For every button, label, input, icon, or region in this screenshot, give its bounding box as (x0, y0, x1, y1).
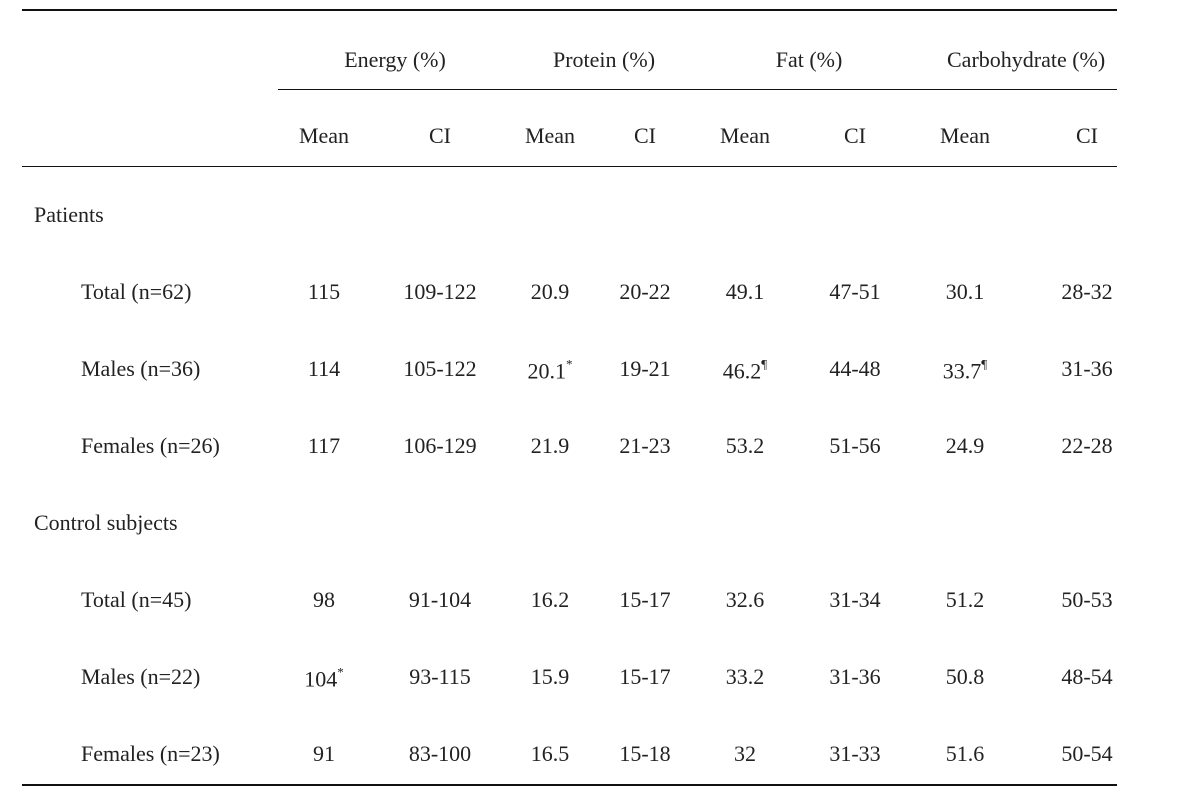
row-label: Females (n=26) (81, 433, 220, 458)
cell: 20.1* (528, 353, 573, 384)
cell: 93-115 (409, 664, 471, 689)
footnote-mark: * (337, 664, 344, 680)
cell: 98 (313, 587, 335, 612)
cell: 114 (307, 356, 341, 381)
cell: 33.2 (725, 664, 765, 689)
cell: 32 (734, 741, 756, 766)
cell: 31-36 (1061, 356, 1113, 381)
column-header: Mean (524, 123, 576, 148)
column-header: Mean (298, 123, 350, 148)
cell-value: 46.2 (722, 358, 762, 384)
group-header: Fat (%) (775, 47, 843, 72)
section-label: Control subjects (34, 510, 178, 535)
cell: 20.9 (530, 279, 570, 304)
cell: 50-53 (1061, 587, 1113, 612)
cell: 51-56 (829, 433, 881, 458)
cell: 22-28 (1061, 433, 1113, 458)
cell: 31-34 (829, 587, 881, 612)
cell: 15-17 (619, 664, 671, 689)
column-header: CI (634, 123, 656, 148)
cell: 115 (307, 279, 341, 304)
cell: 91-104 (408, 587, 472, 612)
cell-value: 20.1 (527, 358, 567, 384)
table: Energy (%) Protein (%) Fat (%) Carbohydrate… (22, 9, 1117, 786)
cell: 50-54 (1061, 741, 1113, 766)
bottom-rule (22, 784, 1117, 786)
cell: 15.9 (530, 664, 570, 689)
cell: 104* (304, 661, 344, 692)
cell: 16.2 (530, 587, 570, 612)
cell: 51.2 (945, 587, 985, 612)
cell: 109-122 (403, 279, 477, 304)
cell: 50.8 (945, 664, 985, 689)
cell: 32.6 (725, 587, 765, 612)
cell: 31-36 (829, 664, 881, 689)
cell: 44-48 (829, 356, 881, 381)
cell-value: 104 (304, 666, 338, 692)
row-label: Males (n=36) (81, 356, 201, 381)
cell: 31-33 (829, 741, 881, 766)
row-label: Total (n=62) (81, 279, 192, 304)
footnote-mark: * (566, 356, 573, 372)
cell: 15-17 (619, 587, 671, 612)
column-header: Mean (939, 123, 991, 148)
group-header: Energy (%) (344, 47, 446, 72)
cell-value: 33.7 (942, 358, 982, 384)
cell: 30.1 (945, 279, 985, 304)
cell: 91 (313, 741, 335, 766)
column-header: CI (844, 123, 866, 148)
group-header: Protein (%) (552, 47, 656, 72)
row-label: Males (n=22) (81, 664, 201, 689)
cell: 19-21 (619, 356, 671, 381)
cell: 46.2¶ (723, 353, 767, 384)
cell: 51.6 (945, 741, 985, 766)
cell: 21.9 (530, 433, 570, 458)
cell: 20-22 (619, 279, 671, 304)
cell: 47-51 (829, 279, 881, 304)
section-label: Patients (34, 202, 104, 227)
cell: 48-54 (1061, 664, 1113, 689)
cell: 49.1 (725, 279, 765, 304)
group-rule (278, 89, 1117, 90)
cell: 21-23 (619, 433, 671, 458)
top-rule (22, 9, 1117, 11)
cell: 117 (307, 433, 341, 458)
cell: 83-100 (408, 741, 472, 766)
footnote-mark: ¶ (761, 356, 768, 372)
group-header: Carbohydrate (%) (947, 47, 1106, 72)
cell: 24.9 (945, 433, 985, 458)
column-header: CI (1076, 123, 1098, 148)
cell: 33.7¶ (943, 353, 987, 384)
column-header: CI (429, 123, 451, 148)
row-label: Total (n=45) (81, 587, 192, 612)
cell: 53.2 (725, 433, 765, 458)
header-rule (22, 166, 1117, 167)
cell: 105-122 (403, 356, 477, 381)
cell: 106-129 (403, 433, 477, 458)
cell: 15-18 (619, 741, 671, 766)
cell: 28-32 (1061, 279, 1113, 304)
column-header: Mean (719, 123, 771, 148)
row-label: Females (n=23) (81, 741, 220, 766)
cell: 16.5 (530, 741, 570, 766)
footnote-mark: ¶ (981, 356, 988, 372)
